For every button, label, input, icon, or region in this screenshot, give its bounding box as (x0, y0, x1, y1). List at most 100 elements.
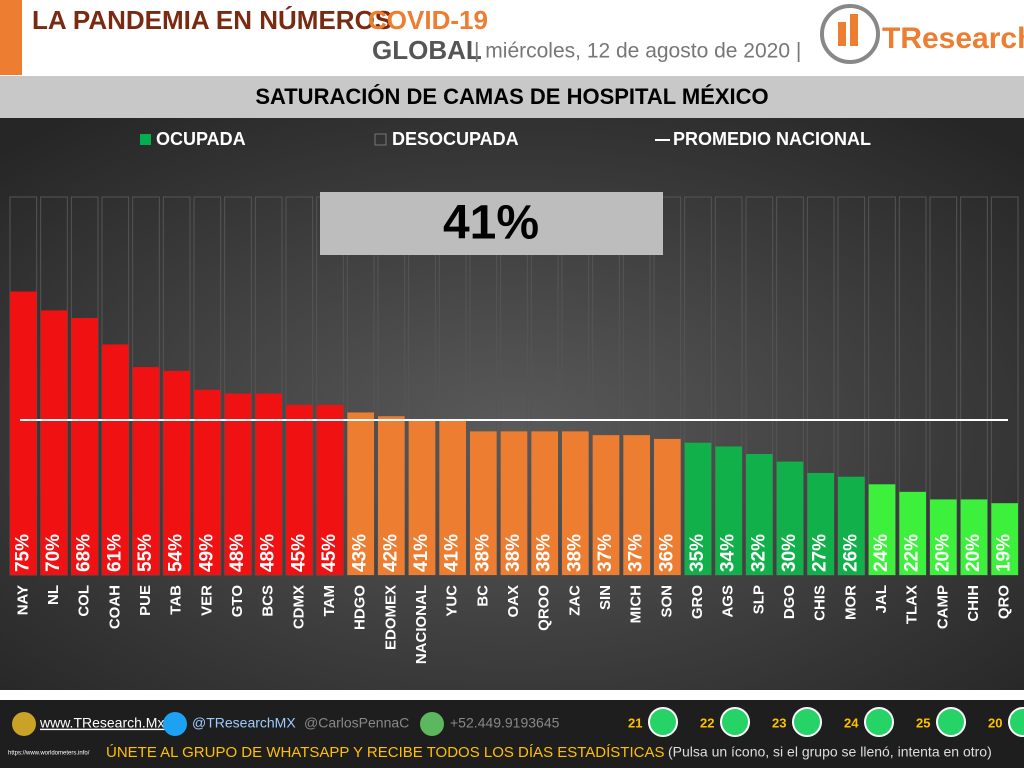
bar (807, 472, 834, 575)
value-label: 42% (380, 534, 401, 572)
x-tick-label: CAMP (934, 585, 951, 629)
bar (10, 291, 37, 575)
legend-swatch (140, 134, 151, 145)
whatsapp-icon[interactable] (792, 707, 822, 737)
bar (286, 404, 313, 575)
x-tick-label: SON (658, 585, 675, 618)
x-tick-label: NACIONAL (413, 585, 430, 664)
value-label: 24% (871, 534, 892, 572)
bar (991, 503, 1018, 575)
value-label: 32% (748, 534, 769, 572)
x-tick-label: QRO (996, 585, 1013, 620)
chart-title: SATURACIÓN DE CAMAS DE HOSPITAL MÉXICO (255, 84, 768, 109)
twitter-link[interactable]: @CarlosPennaC (304, 715, 409, 731)
value-label: 48% (227, 534, 248, 572)
value-label: 37% (595, 534, 616, 572)
bar (746, 454, 773, 575)
value-label: 37% (626, 534, 647, 572)
x-tick-label: VER (198, 585, 215, 616)
group-number: 23 (772, 715, 786, 730)
header-title: LA PANDEMIA EN NÚMEROS (32, 5, 392, 35)
x-tick-label: DGO (781, 585, 798, 620)
x-tick-label: JAL (873, 585, 890, 613)
bar (715, 446, 742, 575)
bar (838, 476, 865, 575)
group-number: 25 (916, 715, 930, 730)
bar (623, 435, 650, 575)
legend-label: OCUPADA (156, 129, 246, 149)
x-tick-label: GTO (229, 585, 246, 618)
bar (102, 344, 129, 575)
bar (470, 431, 497, 575)
bar (132, 367, 160, 575)
bar (592, 435, 620, 575)
x-tick-label: TLAX (904, 585, 921, 624)
whatsapp-icon[interactable] (864, 707, 894, 737)
twitter-icon (163, 712, 187, 736)
x-tick-label: SLP (750, 585, 767, 614)
reference-label: 41% (443, 197, 539, 250)
bar (562, 431, 589, 575)
x-tick-label: NL (45, 585, 62, 605)
value-label: 27% (810, 534, 831, 572)
x-tick-label: GRO (689, 585, 706, 620)
legend-label: PROMEDIO NACIONAL (673, 129, 871, 149)
phone: +52.449.9193645 (450, 715, 560, 731)
bar (439, 420, 466, 575)
web-link[interactable]: www.TResearch.Mx (39, 715, 164, 731)
x-tick-label: PUE (137, 585, 154, 616)
cta: ÚNETE AL GRUPO DE WHATSAPP Y RECIBE TODO… (106, 744, 664, 761)
whatsapp-icon[interactable] (1008, 707, 1024, 737)
bar (347, 412, 374, 575)
x-tick-label: NAY (14, 585, 31, 615)
bar (531, 431, 558, 575)
value-label: 20% (932, 534, 953, 572)
value-label: 30% (779, 534, 800, 572)
x-tick-label: EDOMEX (382, 585, 399, 650)
bar (500, 431, 528, 575)
x-tick-label: YUC (444, 585, 461, 617)
x-tick-label: CHIH (965, 585, 982, 622)
logo-bar (838, 22, 846, 46)
value-label: 43% (350, 534, 371, 572)
group-number: 24 (844, 715, 859, 730)
value-label: 61% (104, 534, 125, 572)
whatsapp-icon[interactable] (720, 707, 750, 737)
value-label: 45% (288, 534, 309, 572)
bar (163, 370, 190, 575)
x-tick-label: SIN (597, 585, 614, 610)
x-tick-label: TAM (321, 585, 338, 616)
whatsapp-icon[interactable] (648, 707, 678, 737)
value-label: 38% (503, 534, 524, 572)
x-tick-label: COL (76, 585, 93, 617)
value-label: 19% (994, 534, 1015, 572)
x-tick-label: QROO (536, 585, 553, 631)
bar (930, 499, 957, 575)
legend-label: DESOCUPADA (392, 129, 519, 149)
x-tick-label: BC (474, 585, 491, 607)
value-label: 22% (902, 534, 923, 572)
bar (654, 438, 681, 575)
group-number: 22 (700, 715, 714, 730)
x-tick-label: CHIS (812, 585, 829, 621)
twitter-link[interactable]: @TResearchMX (192, 715, 296, 731)
whatsapp-icon[interactable] (936, 707, 966, 737)
value-label: 49% (196, 534, 217, 572)
x-tick-label: OAX (505, 585, 522, 618)
value-label: 48% (258, 534, 279, 572)
bar (408, 420, 436, 575)
bar (960, 499, 988, 575)
bar (224, 393, 252, 575)
x-tick-label: ZAC (566, 585, 583, 616)
value-label: 38% (534, 534, 555, 572)
logo-ring (820, 4, 880, 64)
value-label: 34% (718, 534, 739, 572)
brand: TResearch (882, 22, 1024, 55)
bar (40, 310, 68, 575)
legend-swatch (374, 133, 387, 146)
bar (71, 317, 98, 575)
x-tick-label: AGS (720, 585, 737, 618)
header-accent: COVID-19 (368, 5, 488, 35)
x-tick-label: COAH (106, 585, 123, 629)
bar (684, 442, 712, 575)
